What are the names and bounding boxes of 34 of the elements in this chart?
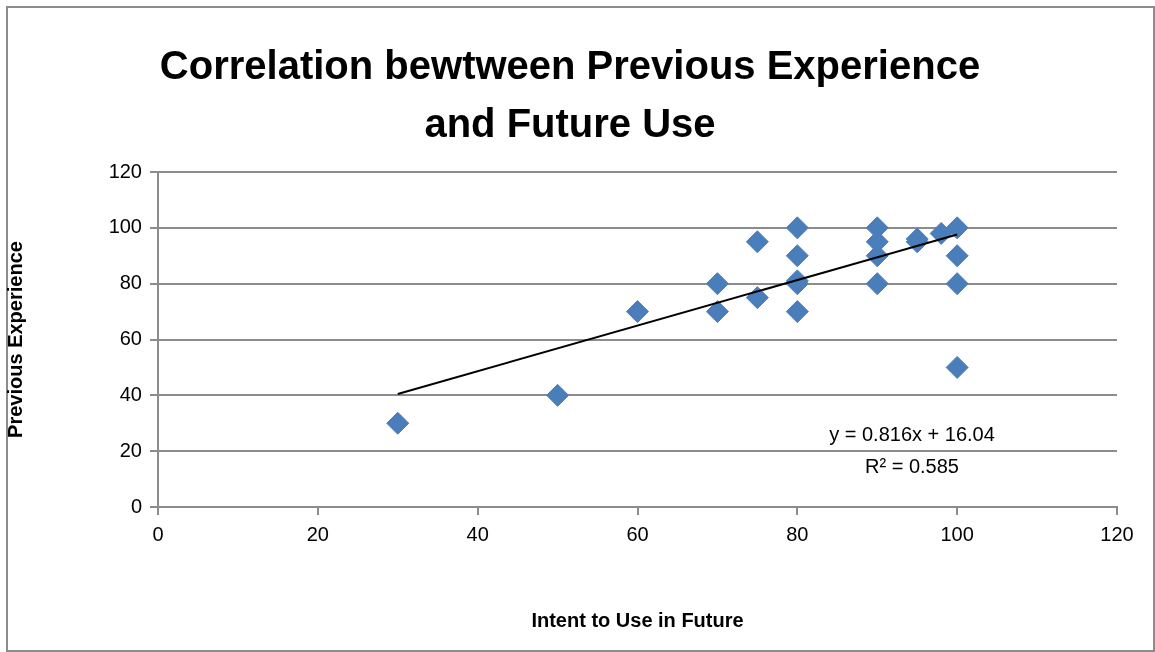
y-axis-title: Previous Experience	[3, 241, 26, 438]
y-tick-label: 60	[119, 327, 142, 350]
y-tick-label: 120	[108, 159, 142, 182]
x-axis-title: Intent to Use in Future	[531, 608, 744, 631]
point	[945, 244, 969, 268]
point	[945, 272, 969, 296]
y-tick-label: 80	[119, 271, 142, 294]
y-tick-label: 20	[119, 438, 142, 461]
point	[785, 216, 809, 240]
point	[785, 244, 809, 268]
chart-title: Correlation bewtween Previous Experience and Future Use	[158, 42, 982, 147]
point	[945, 355, 969, 379]
y-tick-label: 0	[130, 494, 142, 517]
x-tick-label: 100	[940, 522, 974, 545]
point	[546, 383, 570, 407]
y-tick-label: 40	[119, 382, 142, 405]
x-tick-label: 40	[466, 522, 489, 545]
point	[626, 300, 649, 324]
x-tick-label: 0	[152, 522, 164, 545]
point	[745, 286, 769, 310]
annotation: R² = 0.585	[865, 454, 959, 477]
x-tick-label: 20	[306, 522, 329, 545]
y-tick-label: 100	[108, 215, 142, 238]
x-tick-label: 60	[626, 522, 649, 545]
point	[865, 272, 889, 296]
point	[785, 300, 809, 324]
point	[386, 411, 410, 435]
point	[705, 272, 729, 296]
point	[945, 216, 969, 240]
x-tick-label: 80	[786, 522, 809, 545]
annotation: y = 0.816x + 16.04	[829, 422, 995, 445]
point	[745, 230, 769, 254]
x-tick-label: 120	[1100, 522, 1134, 545]
point	[705, 300, 729, 324]
